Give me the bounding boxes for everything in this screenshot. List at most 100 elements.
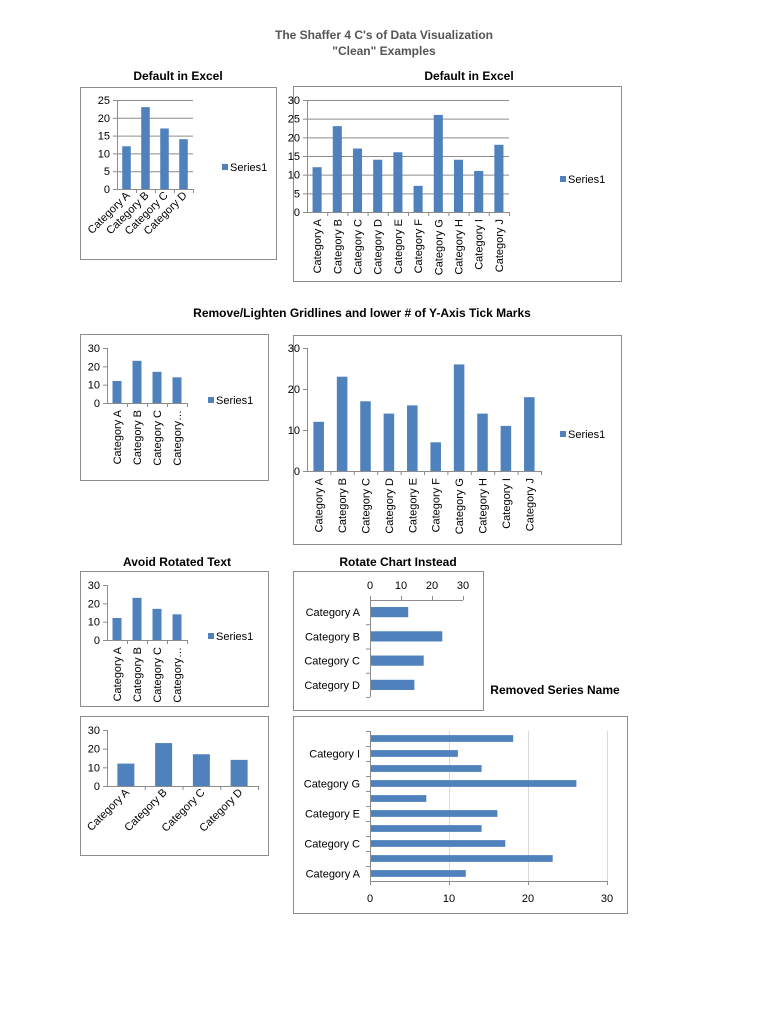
bar [373,159,383,212]
y-tick-label: 0 [94,781,100,793]
category-label: Category A [112,409,124,464]
category-label: Category D [373,219,385,275]
category-label: Category A [312,218,324,273]
y-tick-label: 30 [288,95,300,107]
caption-removed-series: Removed Series Name [490,683,620,697]
y-tick-label: 20 [288,384,300,396]
bar [172,377,182,403]
bar [393,152,403,212]
legend-swatch [222,164,228,170]
bar [152,608,162,640]
bar [172,614,182,640]
bar [371,679,415,690]
category-label: Category G [454,478,466,534]
y-tick-label: 10 [88,762,100,774]
bar [371,795,427,802]
bar [179,139,188,189]
y-tick-label: 30 [88,580,100,592]
caption-default-1: Default in Excel [133,69,223,83]
document-title: The Shaffer 4 C's of Data Visualization … [275,27,493,59]
category-label: Category D [304,680,360,692]
category-label: Category C [304,656,360,668]
category-label: Category D [384,478,396,534]
y-tick-label: 30 [288,343,300,355]
category-label: Category B [132,410,144,465]
bar [371,810,498,817]
y-tick-label: 0 [294,207,300,219]
y-tick-label: 10 [288,425,300,437]
category-label: Category F [431,478,443,533]
category-label: Category E [393,219,405,274]
category-label: Category I [501,478,513,529]
bar [500,425,512,471]
chart-frame [80,87,277,260]
legend-swatch [208,633,214,639]
bar [453,364,465,471]
legend-label: Series1 [216,395,253,407]
chart-3: 0 10 20 30 Category A Category B Category C Cat… [80,334,269,481]
x-tick-label: 20 [522,893,534,905]
chart-8: 0 10 20 30 Category A Category C Category E Cat… [293,716,628,914]
bar [477,413,488,471]
bar [132,360,142,403]
bar [407,405,418,471]
bar [112,381,122,403]
bar [230,759,248,786]
bar [383,413,395,471]
bar [192,754,210,786]
x-tick-label: 0 [367,580,373,592]
category-label: Category… [172,410,184,466]
caption-rotate-chart: Rotate Chart Instead [339,555,457,569]
bar [494,144,504,212]
bar [371,840,506,847]
category-label: Category A [306,869,361,881]
y-tick-label: 20 [88,744,100,756]
category-label: Category G [433,219,445,275]
category-label: Category C [304,839,360,851]
x-tick-label: 30 [601,893,613,905]
chart-2: 0 5 10 15 20 25 30 Category A Category B Category… [288,86,622,282]
y-tick-label: 30 [88,725,100,737]
category-label: Category B [305,631,360,643]
y-tick-label: 10 [288,170,300,182]
bar [122,146,131,189]
chart-6: 0 10 20 30 Category A Category B Category C Cat… [293,571,484,711]
y-tick-label: 0 [294,466,300,478]
caption-avoid-rotated: Avoid Rotated Text [122,555,232,569]
bar [160,128,169,189]
bar [430,442,441,471]
category-label: Category B [132,647,144,702]
bar [371,735,514,742]
y-tick-label: 5 [294,188,300,200]
x-tick-label: 10 [395,580,407,592]
bar [371,780,577,787]
bar [117,763,135,786]
y-tick-label: 0 [94,398,100,410]
bar [352,148,363,212]
y-tick-label: 0 [104,184,110,196]
y-tick-label: 25 [98,95,110,107]
y-tick-label: 5 [104,166,110,178]
category-label: Category F [413,219,425,274]
bar [433,114,443,212]
category-label: Category I [474,219,486,270]
category-label: Category E [305,809,360,821]
y-tick-label: 20 [288,132,300,144]
category-label: Category J [524,478,536,531]
bar [474,170,484,212]
y-tick-label: 10 [98,148,110,160]
category-label: Category A [112,646,124,701]
bar [312,167,322,212]
bar [332,126,342,212]
x-tick-label: 30 [457,580,469,592]
category-label: Category I [309,749,360,761]
legend-swatch [560,431,566,437]
category-label: Category G [304,779,360,791]
bar [141,107,150,189]
bar [371,855,553,862]
bar [155,743,173,786]
bar [371,870,466,877]
category-label: Category A [314,477,326,532]
bar [371,765,482,772]
